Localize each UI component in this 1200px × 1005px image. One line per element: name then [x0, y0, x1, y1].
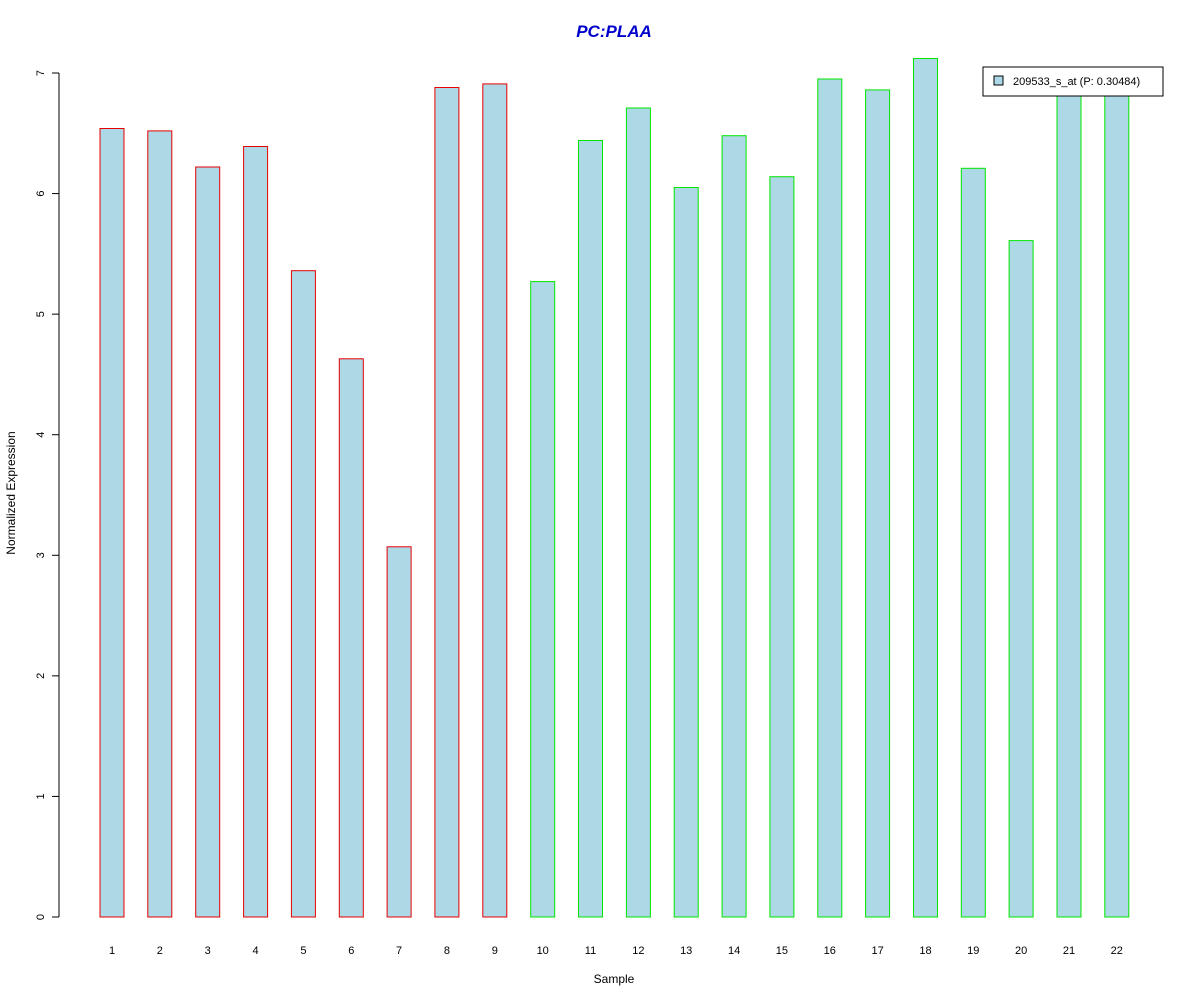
- y-tick-label: 6: [35, 191, 47, 197]
- y-tick-label: 4: [35, 432, 47, 438]
- bar-sample-20: [1008, 240, 1034, 918]
- x-tick-label: 10: [537, 945, 549, 957]
- legend: 209533_s_at (P: 0.30484): [982, 66, 1164, 97]
- x-tick-label: 14: [728, 945, 740, 957]
- bar-sample-19: [960, 167, 986, 918]
- x-tick-label: 7: [396, 945, 402, 957]
- x-tick-label: 6: [348, 945, 354, 957]
- bar-sample-13: [673, 187, 699, 918]
- bar-sample-18: [913, 58, 938, 918]
- x-tick-label: 20: [1015, 945, 1027, 957]
- x-tick-label: 4: [253, 945, 259, 957]
- x-tick-label: 3: [205, 945, 211, 957]
- bar-sample-4: [243, 146, 269, 918]
- y-tick-label: 5: [35, 311, 47, 317]
- chart-title: PC:PLAA: [576, 22, 652, 41]
- bar-sample-9: [482, 83, 508, 918]
- x-tick-label: 17: [871, 945, 883, 957]
- legend-swatch: [993, 75, 1004, 86]
- x-tick-label: 12: [632, 945, 644, 957]
- legend-series-label: 209533_s_at (P: 0.30484): [1013, 76, 1140, 88]
- x-tick-label: 8: [444, 945, 450, 957]
- bars-group: [99, 58, 1130, 918]
- bar-sample-6: [338, 358, 364, 918]
- bar-sample-11: [578, 140, 603, 918]
- x-tick-label: 9: [492, 945, 498, 957]
- bar-sample-16: [817, 78, 843, 918]
- bar-sample-3: [195, 166, 221, 918]
- y-axis: 0 1 2 3 4 5 6 7: [35, 70, 60, 920]
- bar-sample-21: [1056, 90, 1082, 918]
- y-axis-label: Normalized Expression: [4, 431, 18, 554]
- bar-sample-8: [434, 87, 460, 918]
- bar-sample-22: [1104, 84, 1130, 918]
- bar-sample-17: [865, 89, 891, 918]
- y-tick-label: 2: [35, 673, 47, 679]
- x-tick-label: 19: [967, 945, 979, 957]
- x-tick-label: 16: [824, 945, 836, 957]
- y-tick-label: 7: [35, 70, 47, 76]
- y-tick-label: 1: [35, 793, 47, 799]
- x-tick-label: 15: [776, 945, 788, 957]
- x-tick-label: 18: [919, 945, 931, 957]
- x-tick-label: 1: [109, 945, 115, 957]
- x-tick-label: 2: [157, 945, 163, 957]
- y-tick-label: 3: [35, 552, 47, 558]
- y-tick-label: 0: [35, 914, 47, 920]
- x-tick-label: 22: [1111, 945, 1123, 957]
- x-tick-label: 21: [1063, 945, 1075, 957]
- bar-sample-10: [530, 281, 556, 918]
- bar-sample-12: [625, 107, 651, 918]
- x-tick-labels: 1 2 3 4 5 6 7 8 9 10 11 12 13 14 15 16 17 18 19 20 21 22: [109, 945, 1123, 957]
- bar-sample-2: [147, 130, 173, 918]
- bar-sample-1: [99, 128, 125, 918]
- bar-sample-7: [386, 546, 412, 918]
- x-tick-label: 13: [680, 945, 692, 957]
- bar-sample-15: [769, 176, 795, 918]
- bar-sample-5: [290, 270, 316, 918]
- x-tick-label: 11: [585, 945, 596, 957]
- x-axis-label: Sample: [594, 972, 635, 986]
- x-tick-label: 5: [300, 945, 306, 957]
- bar-sample-14: [721, 135, 747, 918]
- legend-box: [982, 66, 1164, 97]
